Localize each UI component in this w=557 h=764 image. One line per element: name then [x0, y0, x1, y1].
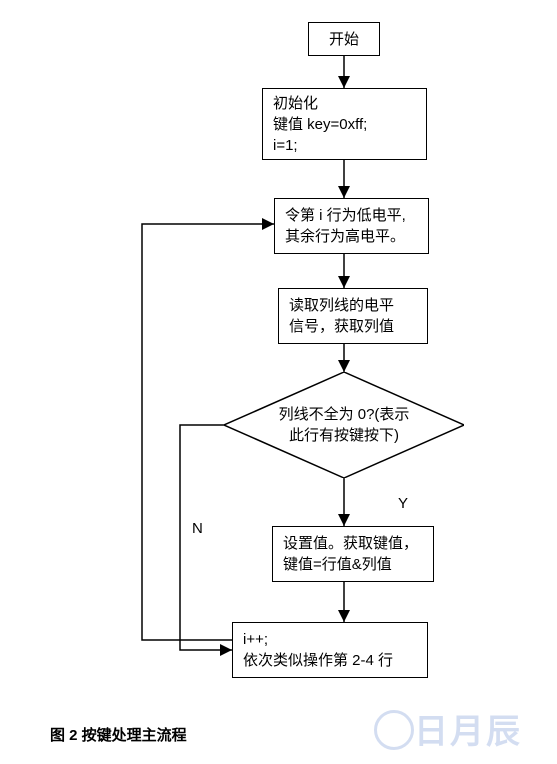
edge-label-n: N [192, 520, 203, 537]
node-text: 读取列线的电平 信号，获取列值 [289, 295, 394, 337]
watermark-text: 日月辰 [414, 704, 522, 753]
flow-node-inc: i++; 依次类似操作第 2-4 行 [232, 622, 428, 678]
figure-caption: 图 2 按键处理主流程 [50, 724, 187, 745]
node-text: 令第 i 行为低电平, 其余行为高电平。 [285, 205, 406, 247]
node-text: 初始化 键值 key=0xff; i=1; [273, 93, 367, 156]
flow-node-start: 开始 [308, 22, 380, 56]
decision-text-wrap: 列线不全为 0?(表示 此行有按键按下) [224, 372, 464, 478]
node-text: i++; 依次类似操作第 2-4 行 [243, 629, 393, 671]
flow-node-readcol: 读取列线的电平 信号，获取列值 [278, 288, 428, 344]
flow-node-setrow: 令第 i 行为低电平, 其余行为高电平。 [274, 198, 429, 254]
node-text: 列线不全为 0?(表示 此行有按键按下) [279, 404, 410, 446]
watermark-logo-icon [374, 710, 414, 750]
node-text: 开始 [329, 29, 359, 50]
flow-node-setval: 设置值。获取键值， 键值=行值&列值 [272, 526, 434, 582]
edge-label-y: Y [398, 495, 408, 512]
node-text: 设置值。获取键值， 键值=行值&列值 [283, 533, 418, 575]
flow-node-init: 初始化 键值 key=0xff; i=1; [262, 88, 427, 160]
